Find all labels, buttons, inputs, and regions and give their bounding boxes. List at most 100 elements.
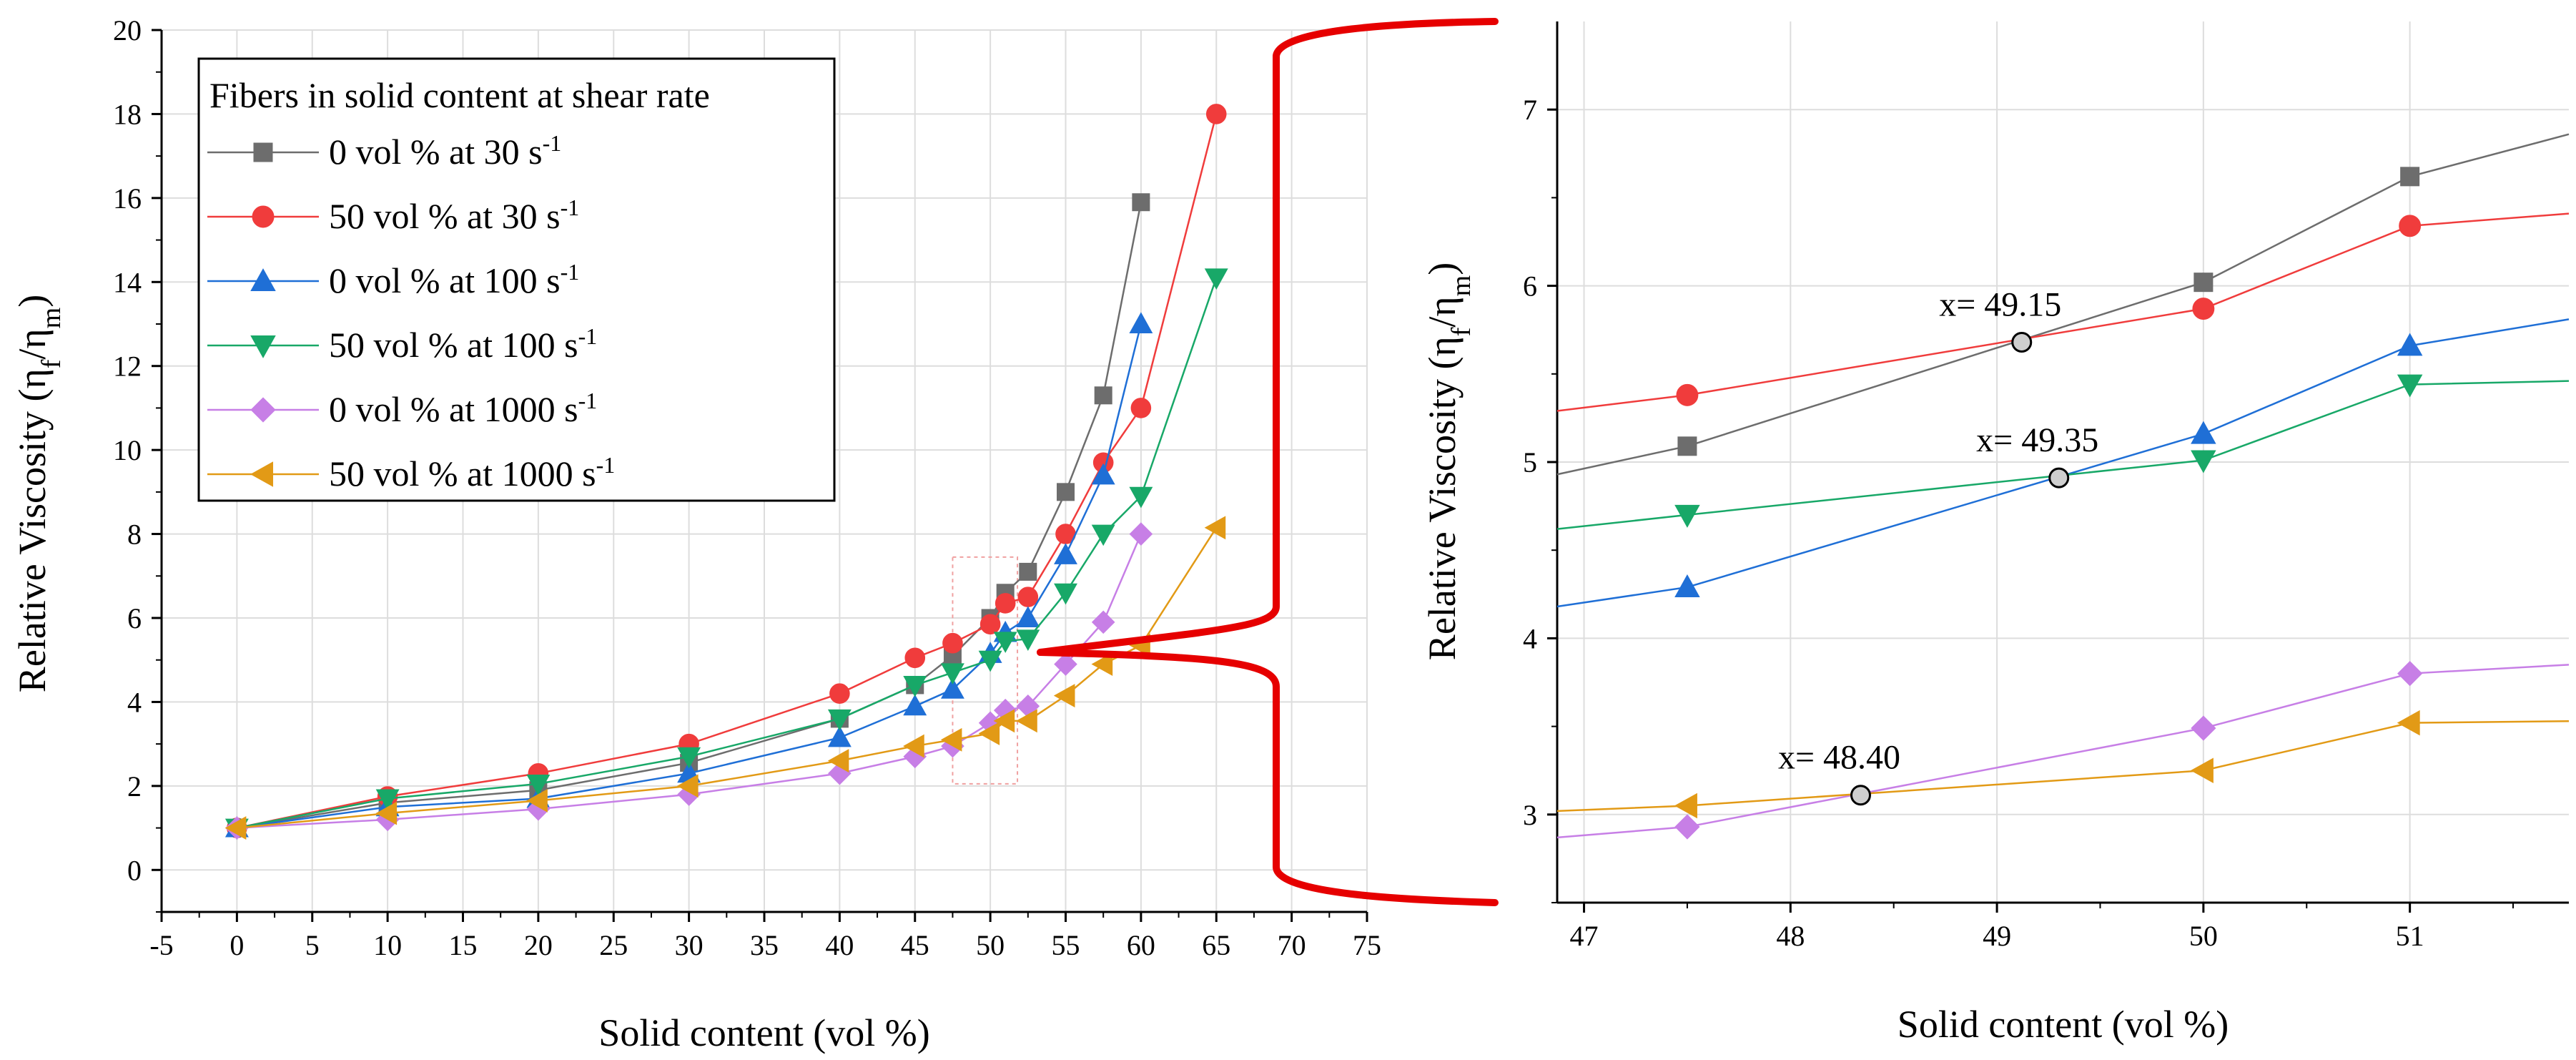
legend-title: Fibers in solid content at shear rate (209, 75, 710, 115)
left-y-axis-label: Relative Viscosity (ηf/ηm) (11, 295, 66, 692)
intersection-marker (2011, 331, 2033, 353)
left-x-tick-label: 10 (373, 929, 402, 961)
right-point-s4 (1674, 814, 1700, 840)
left-point-s5 (224, 816, 247, 840)
left-y-tick-label: 20 (113, 14, 142, 46)
left-point-s3 (903, 675, 927, 697)
left-point-s3 (1016, 629, 1040, 651)
left-point-s3 (940, 663, 964, 684)
left-series-line-s1 (237, 114, 1218, 829)
left-y-tick-label: 18 (113, 98, 142, 130)
left-point-s0 (1019, 562, 1037, 581)
right-point-s2 (2397, 333, 2423, 356)
left-y-tick-label: 10 (113, 434, 142, 466)
legend-marker-s5 (250, 461, 274, 487)
left-point-s5 (940, 727, 962, 752)
left-y-tick-label: 2 (127, 770, 142, 803)
intersection-label: x= 48.40 (1778, 739, 1900, 777)
left-x-tick-label: -5 (149, 929, 173, 961)
left-point-s2 (1016, 606, 1040, 627)
right-x-tick-label: 47 (1570, 920, 1599, 952)
right-point-s3 (2191, 450, 2216, 473)
left-y-tick-label: 6 (127, 602, 142, 634)
right-point-s5 (2190, 757, 2214, 783)
right-series-s1 (1556, 212, 2570, 412)
left-point-s5 (526, 788, 548, 813)
left-point-s5 (375, 801, 398, 825)
right-y-axis-label: Relative Viscosity (ηf/ηm) (1421, 262, 1476, 660)
left-point-s4 (1091, 610, 1115, 634)
left-x-tick-label: 15 (449, 929, 478, 961)
left-point-s1 (904, 647, 926, 669)
left-point-s3 (993, 632, 1017, 653)
right-series-s5 (1556, 710, 2570, 819)
legend: Fibers in solid content at shear rate 0 v… (197, 57, 836, 502)
left-point-s5 (993, 709, 1015, 733)
zoom-region-box (952, 556, 1019, 785)
right-series-line-s5 (1556, 720, 2570, 813)
left-point-s3 (1091, 524, 1115, 546)
left-point-s5 (1091, 652, 1113, 677)
right-series-s3 (1556, 374, 2570, 530)
legend-label-s3: 50 vol % at 100 s-1 (329, 323, 597, 365)
right-x-axis-label: Solid content (vol %) (1898, 1003, 2229, 1046)
right-point-s4 (2191, 715, 2216, 741)
right-y-tick-label: 7 (1523, 94, 1537, 126)
legend-label-s4: 0 vol % at 1000 s-1 (329, 388, 597, 429)
right-series-line-s2 (1556, 318, 2570, 608)
left-y-tick-label: 0 (127, 854, 142, 886)
right-chart: 47 48 49 50 51 3 4 5 6 7 x= 49.15 x= 49.35 x= 48.40 (1523, 21, 2570, 952)
left-point-s3 (827, 709, 852, 731)
intersection-label: x= 49.35 (1976, 421, 2098, 459)
intersection-marker (2048, 467, 2070, 489)
left-x-tick-label: 40 (825, 929, 854, 961)
right-point-s1 (2192, 298, 2215, 320)
zoom-connector-top (1037, 18, 1499, 656)
right-point-s0 (2400, 167, 2420, 187)
left-point-s4 (1054, 652, 1077, 676)
zoom-connector-bottom (1037, 649, 1499, 906)
intersection-marker (1850, 785, 1871, 806)
left-x-axis-label: Solid content (vol %) (598, 1011, 929, 1054)
legend-label-s5: 50 vol % at 1000 s-1 (329, 452, 615, 494)
right-point-s2 (2191, 421, 2216, 444)
right-x-tick-label: 50 (2189, 920, 2218, 952)
right-y-tick-label: 5 (1523, 446, 1537, 479)
right-point-s2 (1674, 574, 1700, 597)
left-point-s3 (526, 774, 551, 796)
left-x-tick-label: 25 (599, 929, 628, 961)
left-point-s5 (1016, 709, 1037, 733)
left-x-tick-label: 35 (750, 929, 779, 961)
left-x-tick-label: 0 (230, 929, 244, 961)
left-point-s5 (978, 722, 1000, 745)
left-x-tick-label: 45 (901, 929, 929, 961)
right-point-s3 (1674, 504, 1700, 528)
left-point-s1 (829, 683, 850, 704)
legend-marker-s4 (250, 397, 276, 423)
left-point-s1 (1017, 587, 1039, 607)
left-y-tick-label: 12 (113, 350, 142, 383)
right-x-tick-label: 51 (2396, 920, 2424, 952)
left-point-s2 (827, 725, 852, 747)
right-x-tick-label: 48 (1776, 920, 1805, 952)
right-y-tick-label: 3 (1523, 799, 1537, 831)
left-point-s4 (1129, 522, 1153, 546)
left-y-tick-label: 8 (127, 519, 142, 551)
right-point-s0 (2193, 273, 2214, 293)
left-x-tick-label: 5 (305, 929, 320, 961)
left-x-tick-label: 30 (675, 929, 704, 961)
left-point-s0 (1057, 483, 1075, 501)
left-point-s2 (940, 677, 964, 699)
right-x-tick-label: 49 (1983, 920, 2011, 952)
left-point-s5 (1053, 684, 1075, 708)
legend-box (197, 57, 836, 502)
left-point-s3 (1129, 486, 1153, 509)
left-x-tick-label: 60 (1127, 929, 1155, 961)
left-x-tick-label: 55 (1052, 929, 1080, 961)
left-point-s5 (903, 734, 924, 758)
left-point-s1 (979, 614, 1001, 635)
left-point-s5 (1204, 516, 1226, 540)
left-point-s3 (375, 789, 400, 811)
legend-label-s1: 50 vol % at 30 s-1 (329, 195, 579, 236)
right-point-s1 (2399, 215, 2422, 237)
